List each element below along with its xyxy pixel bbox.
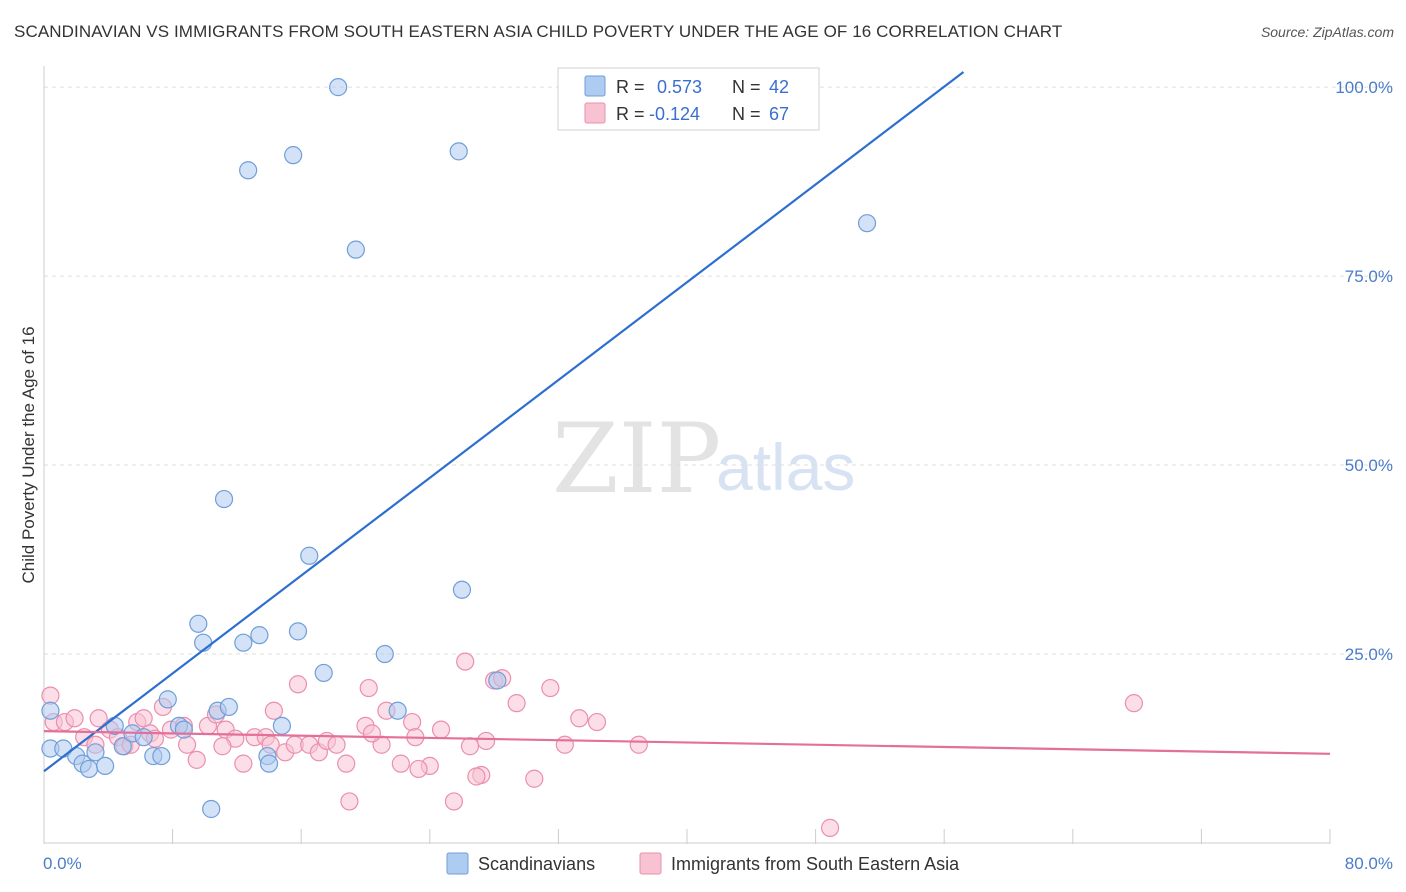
immigrant-point	[65, 709, 84, 728]
immigrant-point	[507, 694, 526, 713]
immigrant-point	[476, 731, 496, 751]
scandinavian-point	[300, 546, 319, 565]
x-tick-label-max: 80.0%	[1345, 854, 1393, 873]
scandinavian-point	[272, 716, 292, 735]
scandinavian-point	[41, 701, 60, 720]
immigrant-point	[456, 652, 475, 671]
scandinavian-point	[259, 754, 279, 773]
chart-source: Source: ZipAtlas.com	[1260, 24, 1394, 40]
scandinavian-point	[134, 728, 153, 747]
immigrant-point	[1124, 694, 1143, 713]
immigrant-point	[629, 735, 648, 754]
scandinavian-point	[488, 671, 507, 690]
scandinavian-point	[86, 743, 105, 762]
y-tick-label: 25.0%	[1345, 645, 1393, 664]
scandinavian-point	[314, 663, 333, 683]
x-tick-marks	[43, 829, 1331, 844]
scandinavian-point	[250, 626, 269, 645]
immigrant-point	[444, 792, 464, 811]
scandinavian-point	[152, 746, 171, 766]
immigrant-point	[359, 678, 378, 698]
immigrant-point	[177, 735, 197, 754]
immigrant-point	[187, 750, 206, 769]
legend-r-label: R =	[616, 104, 645, 124]
immigrant-point	[327, 735, 346, 754]
grid-lines	[44, 86, 1392, 655]
legend-r-value: 0.573	[657, 77, 702, 97]
immigrant-point	[460, 737, 480, 756]
y-tick-label: 75.0%	[1345, 267, 1393, 286]
immigrant-point	[525, 769, 544, 788]
scandinavian-point	[452, 580, 472, 599]
immigrant-point	[409, 759, 428, 779]
watermark-atlas: atlas	[716, 430, 855, 504]
scandinavian-point	[346, 240, 365, 259]
scandinavian-point	[449, 142, 468, 161]
immigrant-trend-line	[43, 730, 1331, 755]
y-tick-labels: 25.0% 50.0% 75.0% 100.0%	[1335, 78, 1393, 664]
scandinavian-point	[388, 701, 407, 720]
scandinavian-point	[214, 489, 234, 509]
scandinavian-point	[202, 799, 221, 819]
trend-lines	[43, 71, 1331, 773]
scandinavian-point	[375, 644, 394, 664]
immigrant-point	[570, 709, 589, 728]
scandinavian-point	[113, 737, 132, 756]
immigrant-point	[337, 754, 356, 773]
scandinavian-point	[79, 759, 99, 779]
x-tick-label-min: 0.0%	[43, 854, 82, 873]
scandinavian-point	[219, 697, 238, 717]
immigrant-point	[89, 709, 108, 728]
scandinavian-point	[158, 690, 177, 709]
immigrant-point	[288, 675, 308, 694]
watermark-zip: ZIP	[552, 403, 721, 515]
scandinavian-point	[189, 614, 208, 633]
immigrant-point	[820, 818, 840, 837]
scandinavian-point	[329, 78, 348, 97]
immigrant-point	[587, 712, 607, 732]
immigrant-point	[391, 754, 410, 773]
immigrant-point	[467, 767, 486, 786]
legend-swatch-immigrants	[584, 102, 606, 124]
scandinavian-point	[288, 622, 308, 641]
correlation-legend: R = 0.573 N = 42 R = -0.124 N = 67	[557, 67, 820, 131]
legend-r-value: -0.124	[649, 104, 700, 124]
immigrant-points	[41, 652, 1143, 837]
legend-swatch-immigrants	[639, 852, 662, 875]
legend-swatch-scandinavians	[446, 852, 469, 875]
immigrant-point	[234, 754, 253, 773]
scandinavian-point	[174, 720, 193, 739]
legend-label-scandinavians: Scandinavians	[478, 854, 595, 874]
y-tick-label: 50.0%	[1345, 456, 1393, 475]
immigrant-point	[403, 712, 422, 732]
scandinavian-point	[857, 214, 877, 233]
chart-title: SCANDINAVIAN VS IMMIGRANTS FROM SOUTH EA…	[14, 22, 1063, 41]
legend-r-label: R =	[616, 77, 645, 97]
immigrant-point	[264, 701, 283, 720]
legend-n-value: 67	[769, 104, 789, 124]
immigrant-point	[340, 792, 359, 811]
scandinavian-point	[194, 633, 213, 652]
legend-n-label: N =	[732, 77, 761, 97]
scandinavian-point	[95, 756, 115, 776]
legend-swatch-scandinavians	[584, 75, 606, 97]
scandinavian-point	[284, 146, 303, 165]
scandinavian-point	[234, 633, 253, 652]
immigrant-point	[431, 720, 451, 739]
immigrant-point	[362, 724, 382, 743]
immigrant-point	[213, 737, 232, 756]
legend-label-immigrants: Immigrants from South Eastern Asia	[671, 854, 960, 874]
series-legend: Scandinavians Immigrants from South East…	[446, 852, 960, 875]
immigrant-point	[134, 709, 153, 728]
immigrant-point	[541, 678, 560, 698]
legend-n-value: 42	[769, 77, 789, 97]
immigrant-point	[555, 735, 574, 754]
y-tick-label: 100.0%	[1335, 78, 1393, 97]
scandinavian-point	[239, 161, 258, 180]
legend-n-label: N =	[732, 104, 761, 124]
scandinavian-trend-line	[43, 71, 965, 773]
y-axis-label: Child Poverty Under the Age of 16	[19, 326, 38, 583]
immigrant-point	[41, 686, 60, 705]
